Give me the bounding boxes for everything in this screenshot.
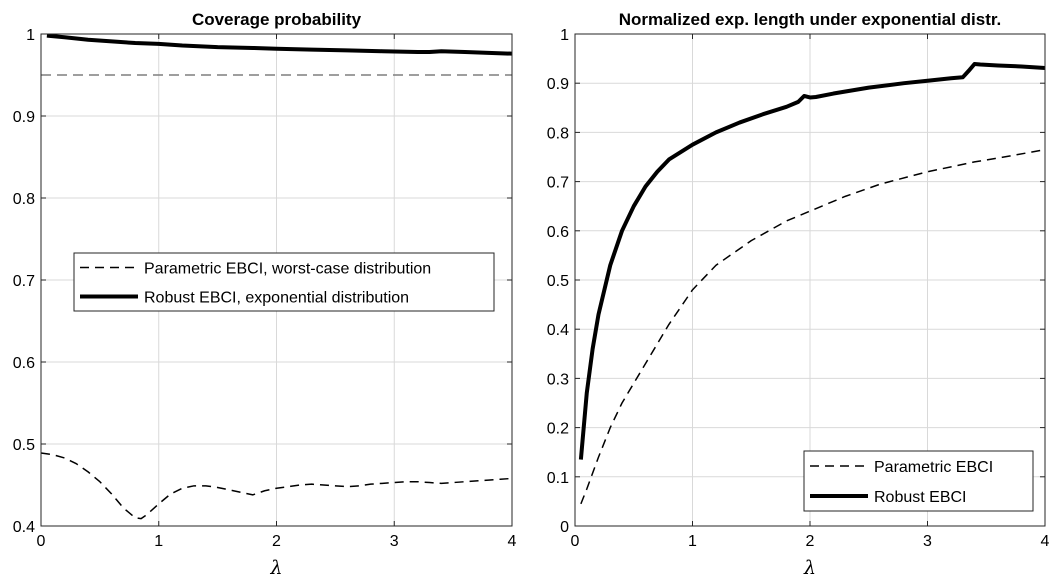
legend-label: Parametric EBCI, worst-case distribution (144, 261, 431, 278)
x-tick-label: 4 (508, 533, 517, 550)
legend: Parametric EBCI, worst-case distribution… (73, 252, 495, 312)
y-tick-label: 0.8 (547, 125, 569, 142)
chart-title: Normalized exp. length under exponential… (619, 10, 1002, 29)
x-tick-label: 3 (923, 533, 932, 550)
x-tick-label: 0 (37, 533, 46, 550)
x-tick-label: 4 (1041, 533, 1050, 550)
normalized-length-panel: 0 1 2 3 4 0 0.1 0.2 0.3 0.4 0.5 0.6 0.7 0.8 0.9 1 Normal… (547, 10, 1050, 579)
y-tick-label: 1 (560, 27, 569, 44)
y-tick-label: 1 (26, 27, 35, 44)
y-tick-label: 0.7 (13, 273, 35, 290)
legend: Parametric EBCI Robust EBCI (803, 450, 1034, 512)
x-tick-label: 2 (272, 533, 281, 550)
y-tick-label: 0.2 (547, 421, 569, 438)
y-tick-label: 0 (560, 519, 569, 536)
legend-box (73, 252, 495, 312)
y-tick-label: 0.5 (13, 437, 35, 454)
series-line-robust-ebci (578, 62, 1046, 460)
legend-box (803, 450, 1034, 512)
x-tick-label: 1 (688, 533, 697, 550)
x-tick-label: 2 (806, 533, 815, 550)
x-axis-label: λ (269, 557, 282, 579)
y-tick-label: 0.4 (13, 519, 35, 536)
x-tick-label: 3 (390, 533, 399, 550)
y-tick-label: 0.9 (547, 76, 569, 93)
legend-label: Parametric EBCI (874, 459, 993, 476)
x-axis-label: λ (803, 557, 816, 579)
coverage-probability-panel: 0 1 2 3 4 0.4 0.5 0.6 0.7 0.8 0.9 1 Coverage probabi… (13, 10, 517, 579)
y-tick-label: 0.3 (547, 371, 569, 388)
x-tick-label: 1 (154, 533, 163, 550)
series-line-parametric-ebci-worst-case-distribution (40, 452, 513, 520)
chart-title: Coverage probability (192, 10, 362, 29)
y-tick-label: 0.6 (13, 355, 35, 372)
y-tick-label: 0.6 (547, 224, 569, 241)
y-tick-label: 0.8 (13, 191, 35, 208)
series-line-parametric-ebci (580, 148, 1046, 505)
y-tick-label: 0.4 (547, 322, 569, 339)
y-tick-label: 0.9 (13, 109, 35, 126)
legend-label: Robust EBCI (874, 489, 966, 506)
y-tick-label: 0.7 (547, 175, 569, 192)
y-tick-label: 0.1 (547, 470, 569, 487)
x-tick-label: 0 (571, 533, 580, 550)
series-line-robust-ebci-exponential-distribution (46, 33, 513, 56)
legend-label: Robust EBCI, exponential distribution (144, 290, 409, 307)
y-tick-label: 0.5 (547, 273, 569, 290)
